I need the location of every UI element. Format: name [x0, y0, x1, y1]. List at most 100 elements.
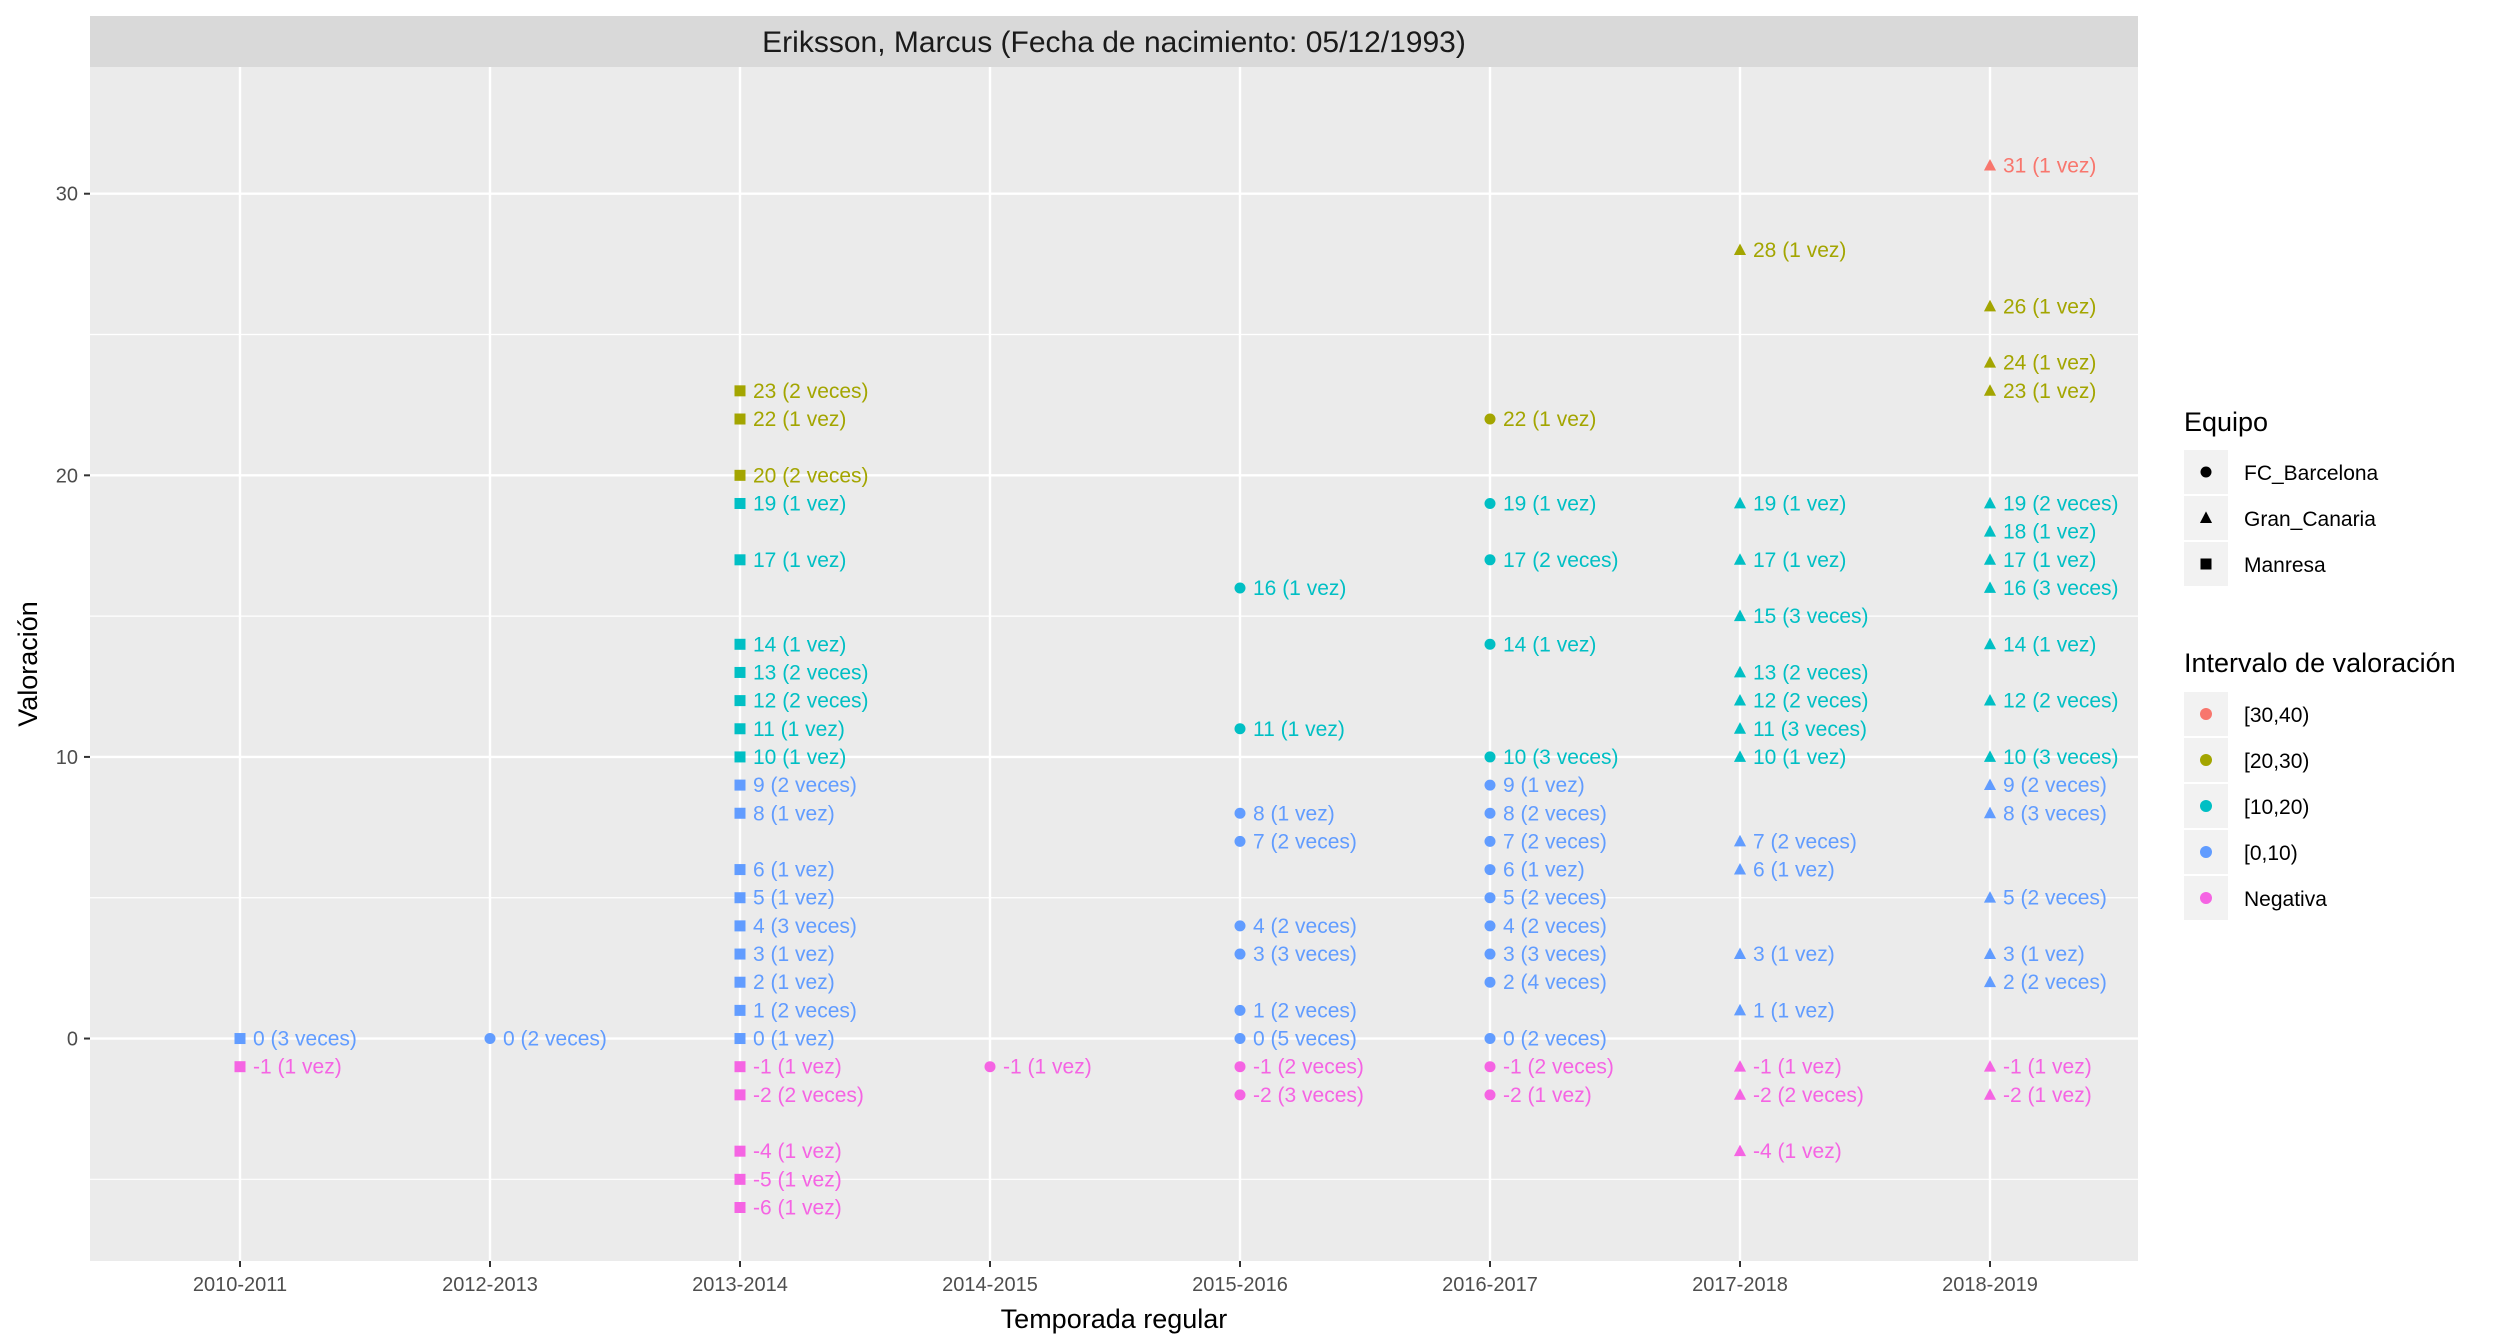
data-point-label: 28 (1 vez) [1753, 239, 1846, 262]
data-point [1733, 834, 1747, 847]
data-point [734, 723, 746, 735]
x-tick-label: 2015-2016 [1192, 1274, 1288, 1296]
data-point [1983, 384, 1997, 396]
data-point [734, 638, 746, 650]
title-strip [90, 16, 2138, 67]
data-point [1733, 694, 1747, 706]
data-point-label: 12 (2 veces) [1753, 690, 1869, 713]
data-point [1234, 1004, 1246, 1016]
data-point [1484, 751, 1496, 763]
data-point [1983, 496, 1997, 509]
data-point-label: 12 (2 veces) [2003, 690, 2119, 713]
data-point-label: -1 (1 vez) [1003, 1056, 1092, 1079]
data-point [1484, 976, 1496, 988]
data-point-label: 6 (1 vez) [1503, 859, 1585, 882]
data-point-label: 8 (2 veces) [1503, 802, 1607, 825]
legend-key-marker [2200, 754, 2212, 766]
legend-team-title: Equipo [2184, 407, 2268, 437]
data-point [1733, 1060, 1747, 1072]
data-point-label: 20 (2 veces) [753, 464, 869, 487]
legend-team-label: FC_Barcelona [2244, 462, 2379, 485]
data-point-label: 8 (1 vez) [753, 802, 835, 825]
data-point [734, 892, 746, 904]
data-point-label: 23 (2 veces) [753, 380, 869, 403]
data-point-label: 15 (3 veces) [1753, 605, 1869, 628]
data-point-label: 24 (1 vez) [2003, 352, 2096, 375]
legend-rating-interval: Intervalo de valoración [30,40) [20,30) [1… [2184, 648, 2456, 920]
data-point-label: 19 (2 veces) [2003, 492, 2119, 515]
data-point [1983, 694, 1997, 706]
data-point-label: -2 (2 veces) [753, 1084, 864, 1107]
legend-rating-label: [0,10) [2244, 842, 2298, 865]
data-point [1983, 778, 1997, 791]
data-point [1484, 1061, 1496, 1073]
data-point [1484, 1033, 1496, 1045]
x-tick-label: 2018-2019 [1942, 1274, 2038, 1296]
data-point-label: 5 (2 veces) [1503, 887, 1607, 910]
data-point [1484, 892, 1496, 904]
data-point-label: 17 (1 vez) [1753, 549, 1846, 572]
data-point-label: 19 (1 vez) [753, 492, 846, 515]
x-tick-label: 2014-2015 [942, 1274, 1038, 1296]
data-point-label: 14 (1 vez) [2003, 633, 2096, 656]
data-point-label: 1 (2 veces) [1253, 999, 1357, 1022]
x-tick-label: 2017-2018 [1692, 1274, 1788, 1296]
data-point [1234, 1061, 1246, 1073]
legend-rating-label: [20,30) [2244, 750, 2309, 773]
data-point-label: 7 (2 veces) [1753, 830, 1857, 853]
data-point [1234, 948, 1246, 960]
data-point [734, 920, 746, 932]
data-point [734, 1089, 746, 1101]
data-point-label: 16 (3 veces) [2003, 577, 2119, 600]
legend-rating-label: Negativa [2244, 888, 2327, 911]
data-point-label: 2 (4 veces) [1503, 971, 1607, 994]
y-tick-label: 30 [56, 184, 78, 206]
data-point-label: 9 (1 vez) [1503, 774, 1585, 797]
data-point [1484, 413, 1496, 425]
data-point-label: -1 (1 vez) [1753, 1056, 1842, 1079]
data-point [1983, 158, 1997, 171]
data-point [734, 1061, 746, 1073]
data-point-label: 11 (3 veces) [1753, 718, 1867, 741]
data-point-label: 10 (3 veces) [2003, 746, 2119, 769]
data-point-label: 0 (1 vez) [753, 1028, 835, 1051]
legend-key-marker [2200, 466, 2212, 478]
data-point-label: 19 (1 vez) [1753, 492, 1846, 515]
data-point [734, 779, 746, 791]
x-tick-label: 2016-2017 [1442, 1274, 1538, 1296]
data-point [1733, 1088, 1747, 1100]
data-point [1484, 779, 1496, 791]
data-point-label: 19 (1 vez) [1503, 492, 1596, 515]
data-point [1983, 581, 1997, 593]
data-point [1484, 638, 1496, 650]
data-point-label: -2 (3 veces) [1253, 1084, 1364, 1107]
data-point-label: 9 (2 veces) [753, 774, 857, 797]
data-point-label: 13 (2 veces) [753, 661, 869, 684]
data-point [1983, 299, 1997, 312]
data-point-label: 10 (1 vez) [1753, 746, 1846, 769]
data-point [1983, 975, 1997, 988]
data-point [1234, 920, 1246, 932]
data-point-label: 11 (1 vez) [1253, 718, 1345, 741]
legend-key-marker [2200, 558, 2212, 570]
data-point [734, 1201, 746, 1213]
data-point-label: 9 (2 veces) [2003, 774, 2107, 797]
data-point-label: 26 (1 vez) [2003, 295, 2096, 318]
data-point [984, 1061, 996, 1073]
data-point-label: 3 (1 vez) [1753, 943, 1835, 966]
data-point [1983, 750, 1997, 762]
data-point-label: 0 (3 veces) [253, 1028, 357, 1051]
data-point [734, 864, 746, 876]
data-point [1733, 750, 1747, 762]
data-point [234, 1061, 246, 1073]
data-point-label: -1 (1 vez) [253, 1056, 342, 1079]
legend-team-label: Manresa [2244, 554, 2326, 577]
y-tick-label: 20 [56, 465, 78, 487]
data-point-label: -4 (1 vez) [753, 1140, 842, 1163]
data-point [734, 1004, 746, 1016]
data-point [1733, 496, 1747, 509]
data-point [1733, 609, 1747, 622]
data-point [1234, 723, 1246, 735]
data-point-label: 2 (1 vez) [753, 971, 835, 994]
data-point [1234, 835, 1246, 847]
